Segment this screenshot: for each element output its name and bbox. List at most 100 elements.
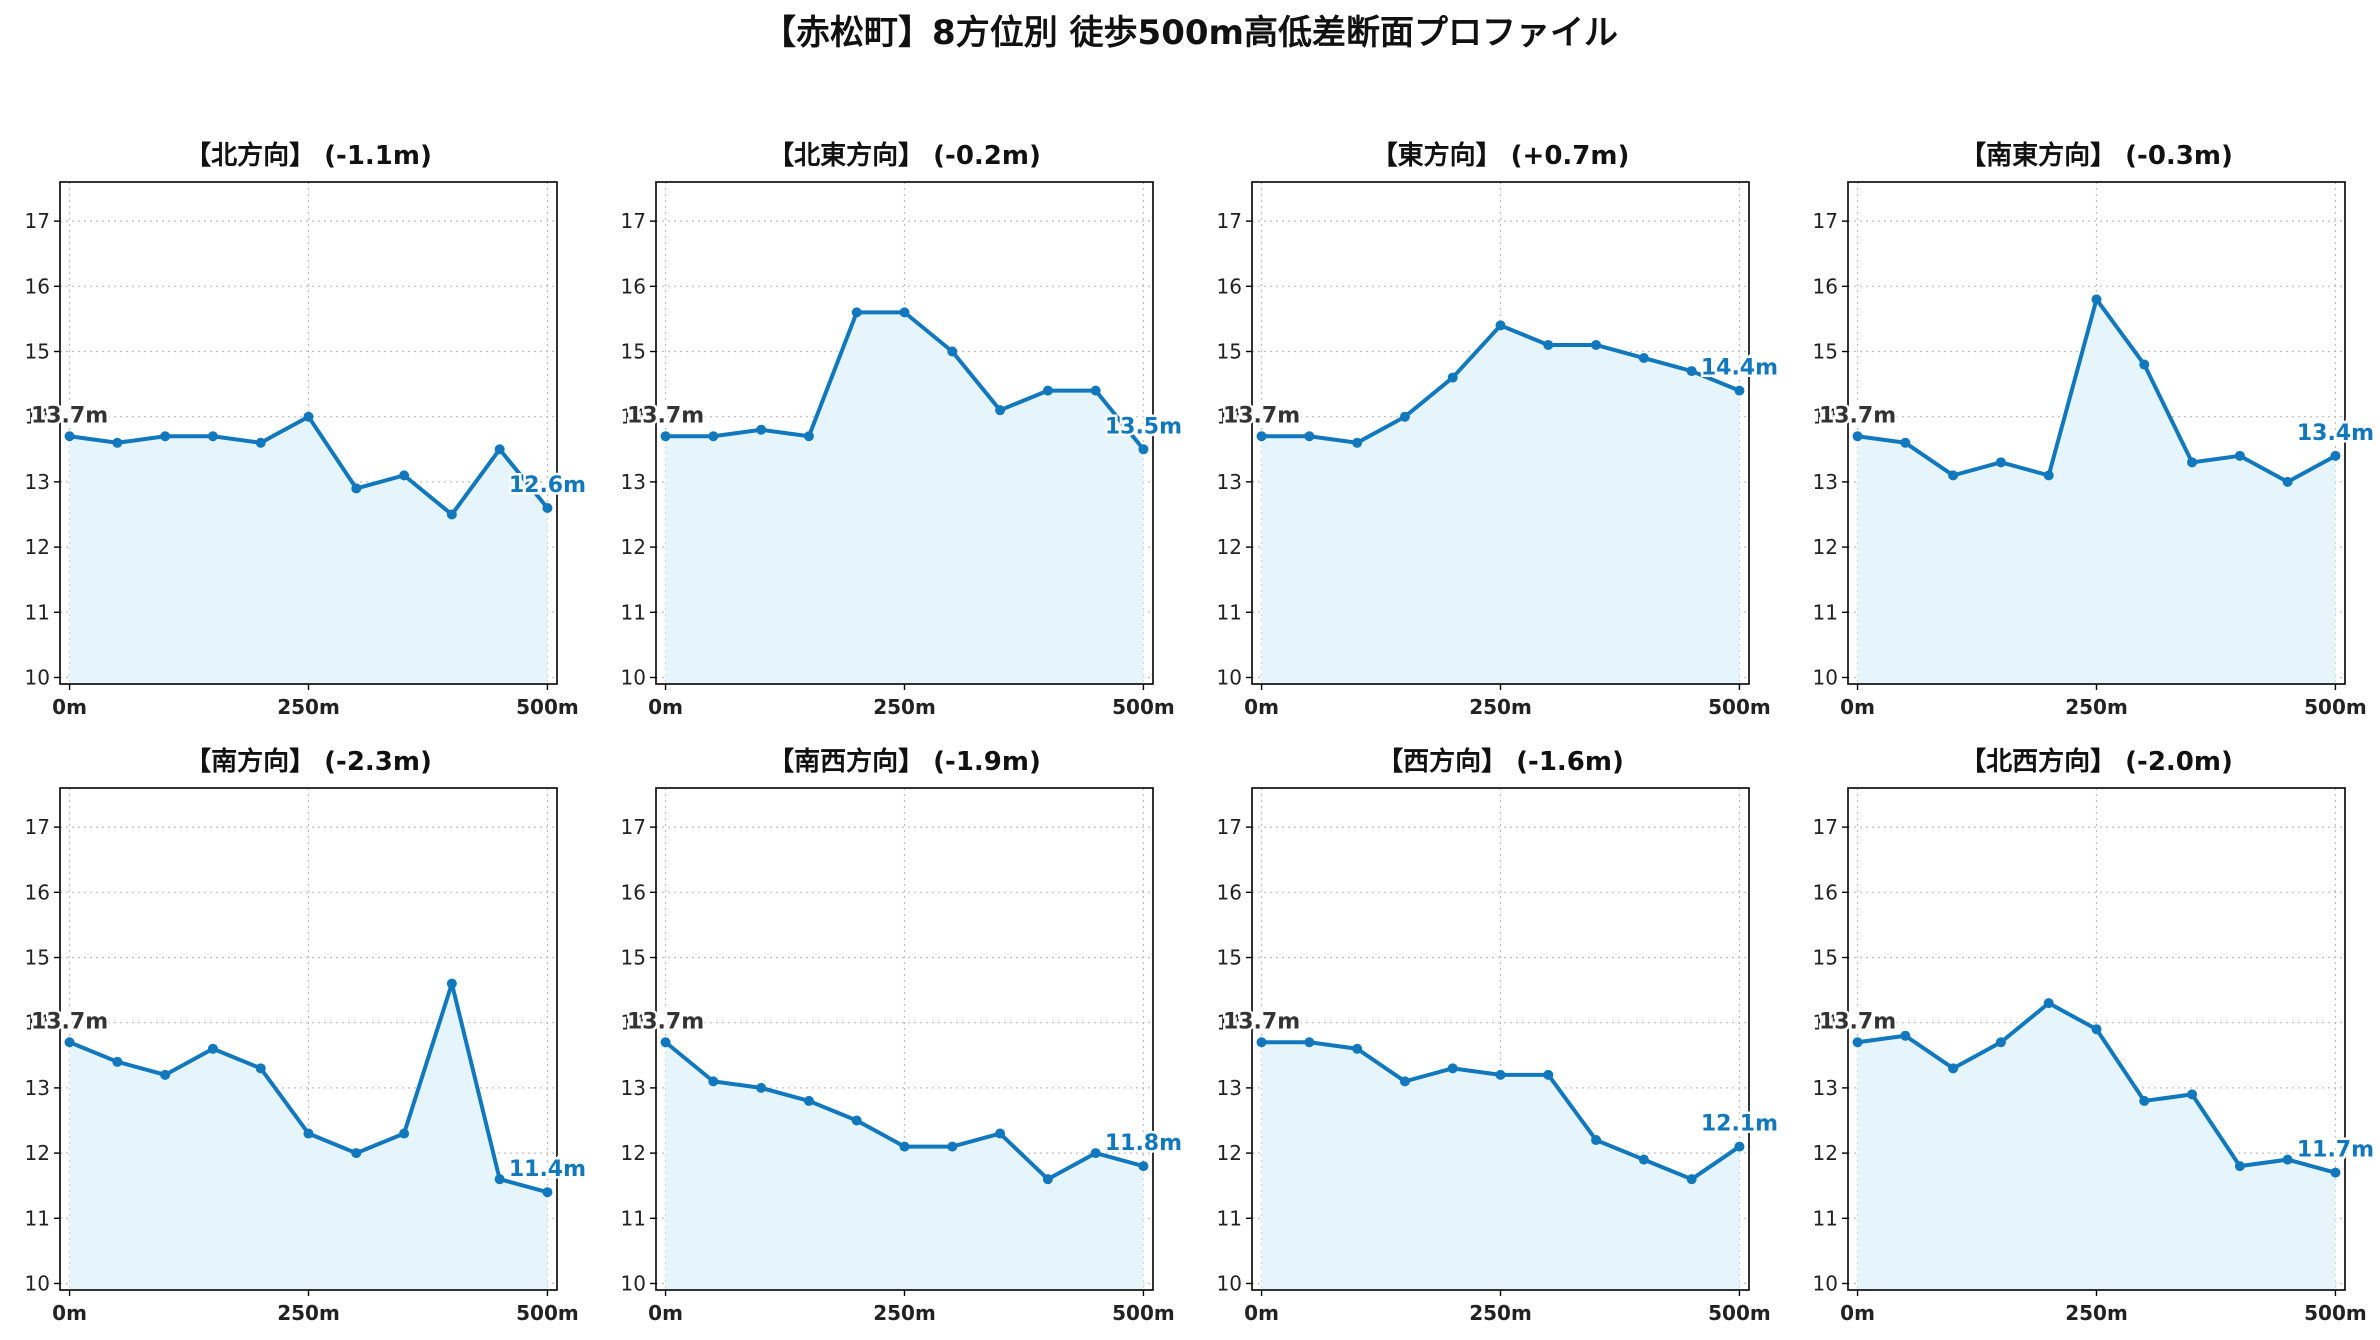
- profile-point: [851, 307, 862, 318]
- profile-point: [1399, 411, 1410, 422]
- x-tick-label: 500m: [2304, 695, 2367, 719]
- x-tick-label: 250m: [2065, 695, 2128, 719]
- profile-point: [995, 1128, 1006, 1139]
- profile-area: [1857, 1003, 2336, 1290]
- profile-point: [803, 431, 814, 442]
- panel-6: 【南西方向】 (-1.9m) 10 11 12 13 14 15 16 17 0m 250m 500m…: [621, 746, 1185, 1325]
- profile-point: [1591, 339, 1602, 350]
- x-tick-label: 250m: [277, 1301, 340, 1325]
- y-tick-label: 12: [25, 535, 50, 559]
- profile-point: [660, 431, 671, 442]
- y-tick-label: 15: [621, 340, 646, 364]
- x-tick-label: 500m: [1112, 1301, 1175, 1325]
- profile-point: [1304, 1037, 1315, 1048]
- x-tick-label: 250m: [1469, 1301, 1532, 1325]
- y-tick-label: 12: [1217, 1141, 1242, 1165]
- profile-point: [1352, 1043, 1363, 1054]
- panel-title: 【北西方向】 (-2.0m): [1960, 746, 2233, 777]
- panel-3: 【東方向】 (+0.7m) 10 11 12 13 14 15 16 17 0m 250m 500m 1…: [1217, 140, 1781, 719]
- profile-point: [756, 424, 767, 435]
- y-tick-label: 13: [1217, 470, 1242, 494]
- y-tick-label: 16: [1217, 880, 1242, 904]
- y-tick-label: 11: [621, 600, 646, 624]
- panel-7: 【西方向】 (-1.6m) 10 11 12 13 14 15 16 17 0m 250m 500m 1…: [1217, 746, 1781, 1325]
- profile-point: [1399, 1076, 1410, 1087]
- profile-point: [160, 1069, 171, 1080]
- panel-title: 【南方向】 (-2.3m): [185, 746, 432, 777]
- y-tick-label: 10: [621, 1271, 646, 1295]
- profile-point: [708, 431, 719, 442]
- y-tick-label: 10: [621, 665, 646, 689]
- profile-point: [2091, 294, 2102, 305]
- profile-point: [351, 1148, 362, 1159]
- y-tick-label: 16: [621, 880, 646, 904]
- x-tick-label: 250m: [873, 695, 936, 719]
- profile-point: [1948, 1063, 1959, 1074]
- x-tick-label: 250m: [277, 695, 340, 719]
- y-tick-label: 13: [621, 470, 646, 494]
- profile-point: [1042, 1174, 1053, 1185]
- y-tick-label: 13: [1813, 470, 1838, 494]
- profile-point: [351, 483, 362, 494]
- y-tick-label: 17: [1813, 209, 1838, 233]
- y-tick-label: 11: [25, 1206, 50, 1230]
- profile-point: [851, 1115, 862, 1126]
- figure-title: 【赤松町】8方位別 徒歩500m高低差断面プロファイル: [762, 13, 1618, 53]
- profile-point: [2043, 998, 2054, 1009]
- y-tick-label: 13: [621, 1076, 646, 1100]
- y-tick-label: 15: [25, 946, 50, 970]
- y-tick-label: 11: [1217, 1206, 1242, 1230]
- y-tick-label: 12: [1813, 535, 1838, 559]
- start-elevation-label: 13.7m: [31, 1009, 108, 1034]
- y-tick-label: 17: [621, 815, 646, 839]
- y-tick-label: 16: [25, 880, 50, 904]
- x-tick-label: 500m: [2304, 1301, 2367, 1325]
- profile-point: [542, 502, 553, 513]
- end-elevation-label: 11.4m: [509, 1157, 586, 1182]
- start-elevation-label: 13.7m: [1819, 1009, 1896, 1034]
- y-tick-label: 17: [1217, 815, 1242, 839]
- profile-point: [1352, 437, 1363, 448]
- panel-title: 【北方向】 (-1.1m): [185, 140, 432, 171]
- profile-point: [542, 1187, 553, 1198]
- x-tick-label: 0m: [1244, 1301, 1279, 1325]
- profile-point: [1900, 1030, 1911, 1041]
- y-tick-label: 12: [1813, 1141, 1838, 1165]
- profile-point: [1686, 366, 1697, 377]
- profile-point: [2139, 359, 2150, 370]
- profile-point: [1852, 431, 1863, 442]
- profile-point: [899, 1141, 910, 1152]
- y-tick-label: 15: [621, 946, 646, 970]
- profile-point: [2282, 1154, 2293, 1165]
- y-tick-label: 16: [621, 274, 646, 298]
- profile-point: [756, 1082, 767, 1093]
- y-tick-label: 16: [1217, 274, 1242, 298]
- y-tick-label: 16: [25, 274, 50, 298]
- y-tick-label: 12: [621, 535, 646, 559]
- profile-point: [1638, 1154, 1649, 1165]
- panel-2: 【北東方向】 (-0.2m) 10 11 12 13 14 15 16 17 0m 250m 500m…: [621, 140, 1185, 719]
- profile-point: [1995, 1037, 2006, 1048]
- profile-area: [69, 416, 548, 684]
- profile-point: [64, 1037, 75, 1048]
- panel-1: 【北方向】 (-1.1m) 10 11 12 13 14 15 16 17 0m 250m 500m 1…: [25, 140, 589, 719]
- profile-point: [2234, 450, 2245, 461]
- profile-point: [2187, 1089, 2198, 1100]
- y-tick-label: 10: [1813, 1271, 1838, 1295]
- x-tick-label: 0m: [52, 1301, 87, 1325]
- profile-point: [947, 1141, 958, 1152]
- y-tick-label: 15: [1217, 340, 1242, 364]
- panel-title: 【南西方向】 (-1.9m): [768, 746, 1041, 777]
- profile-point: [2091, 1024, 2102, 1035]
- profile-point: [160, 431, 171, 442]
- end-elevation-label: 11.8m: [1105, 1131, 1182, 1156]
- profile-point: [2234, 1161, 2245, 1172]
- x-tick-label: 0m: [648, 695, 683, 719]
- panel-5: 【南方向】 (-2.3m) 10 11 12 13 14 15 16 17 0m 250m 500m 1…: [25, 746, 589, 1325]
- y-tick-label: 17: [621, 209, 646, 233]
- profile-area: [1261, 1042, 1740, 1290]
- profile-point: [399, 470, 410, 481]
- panel-title: 【西方向】 (-1.6m): [1377, 746, 1624, 777]
- y-tick-label: 11: [1813, 600, 1838, 624]
- profile-area: [665, 1042, 1144, 1290]
